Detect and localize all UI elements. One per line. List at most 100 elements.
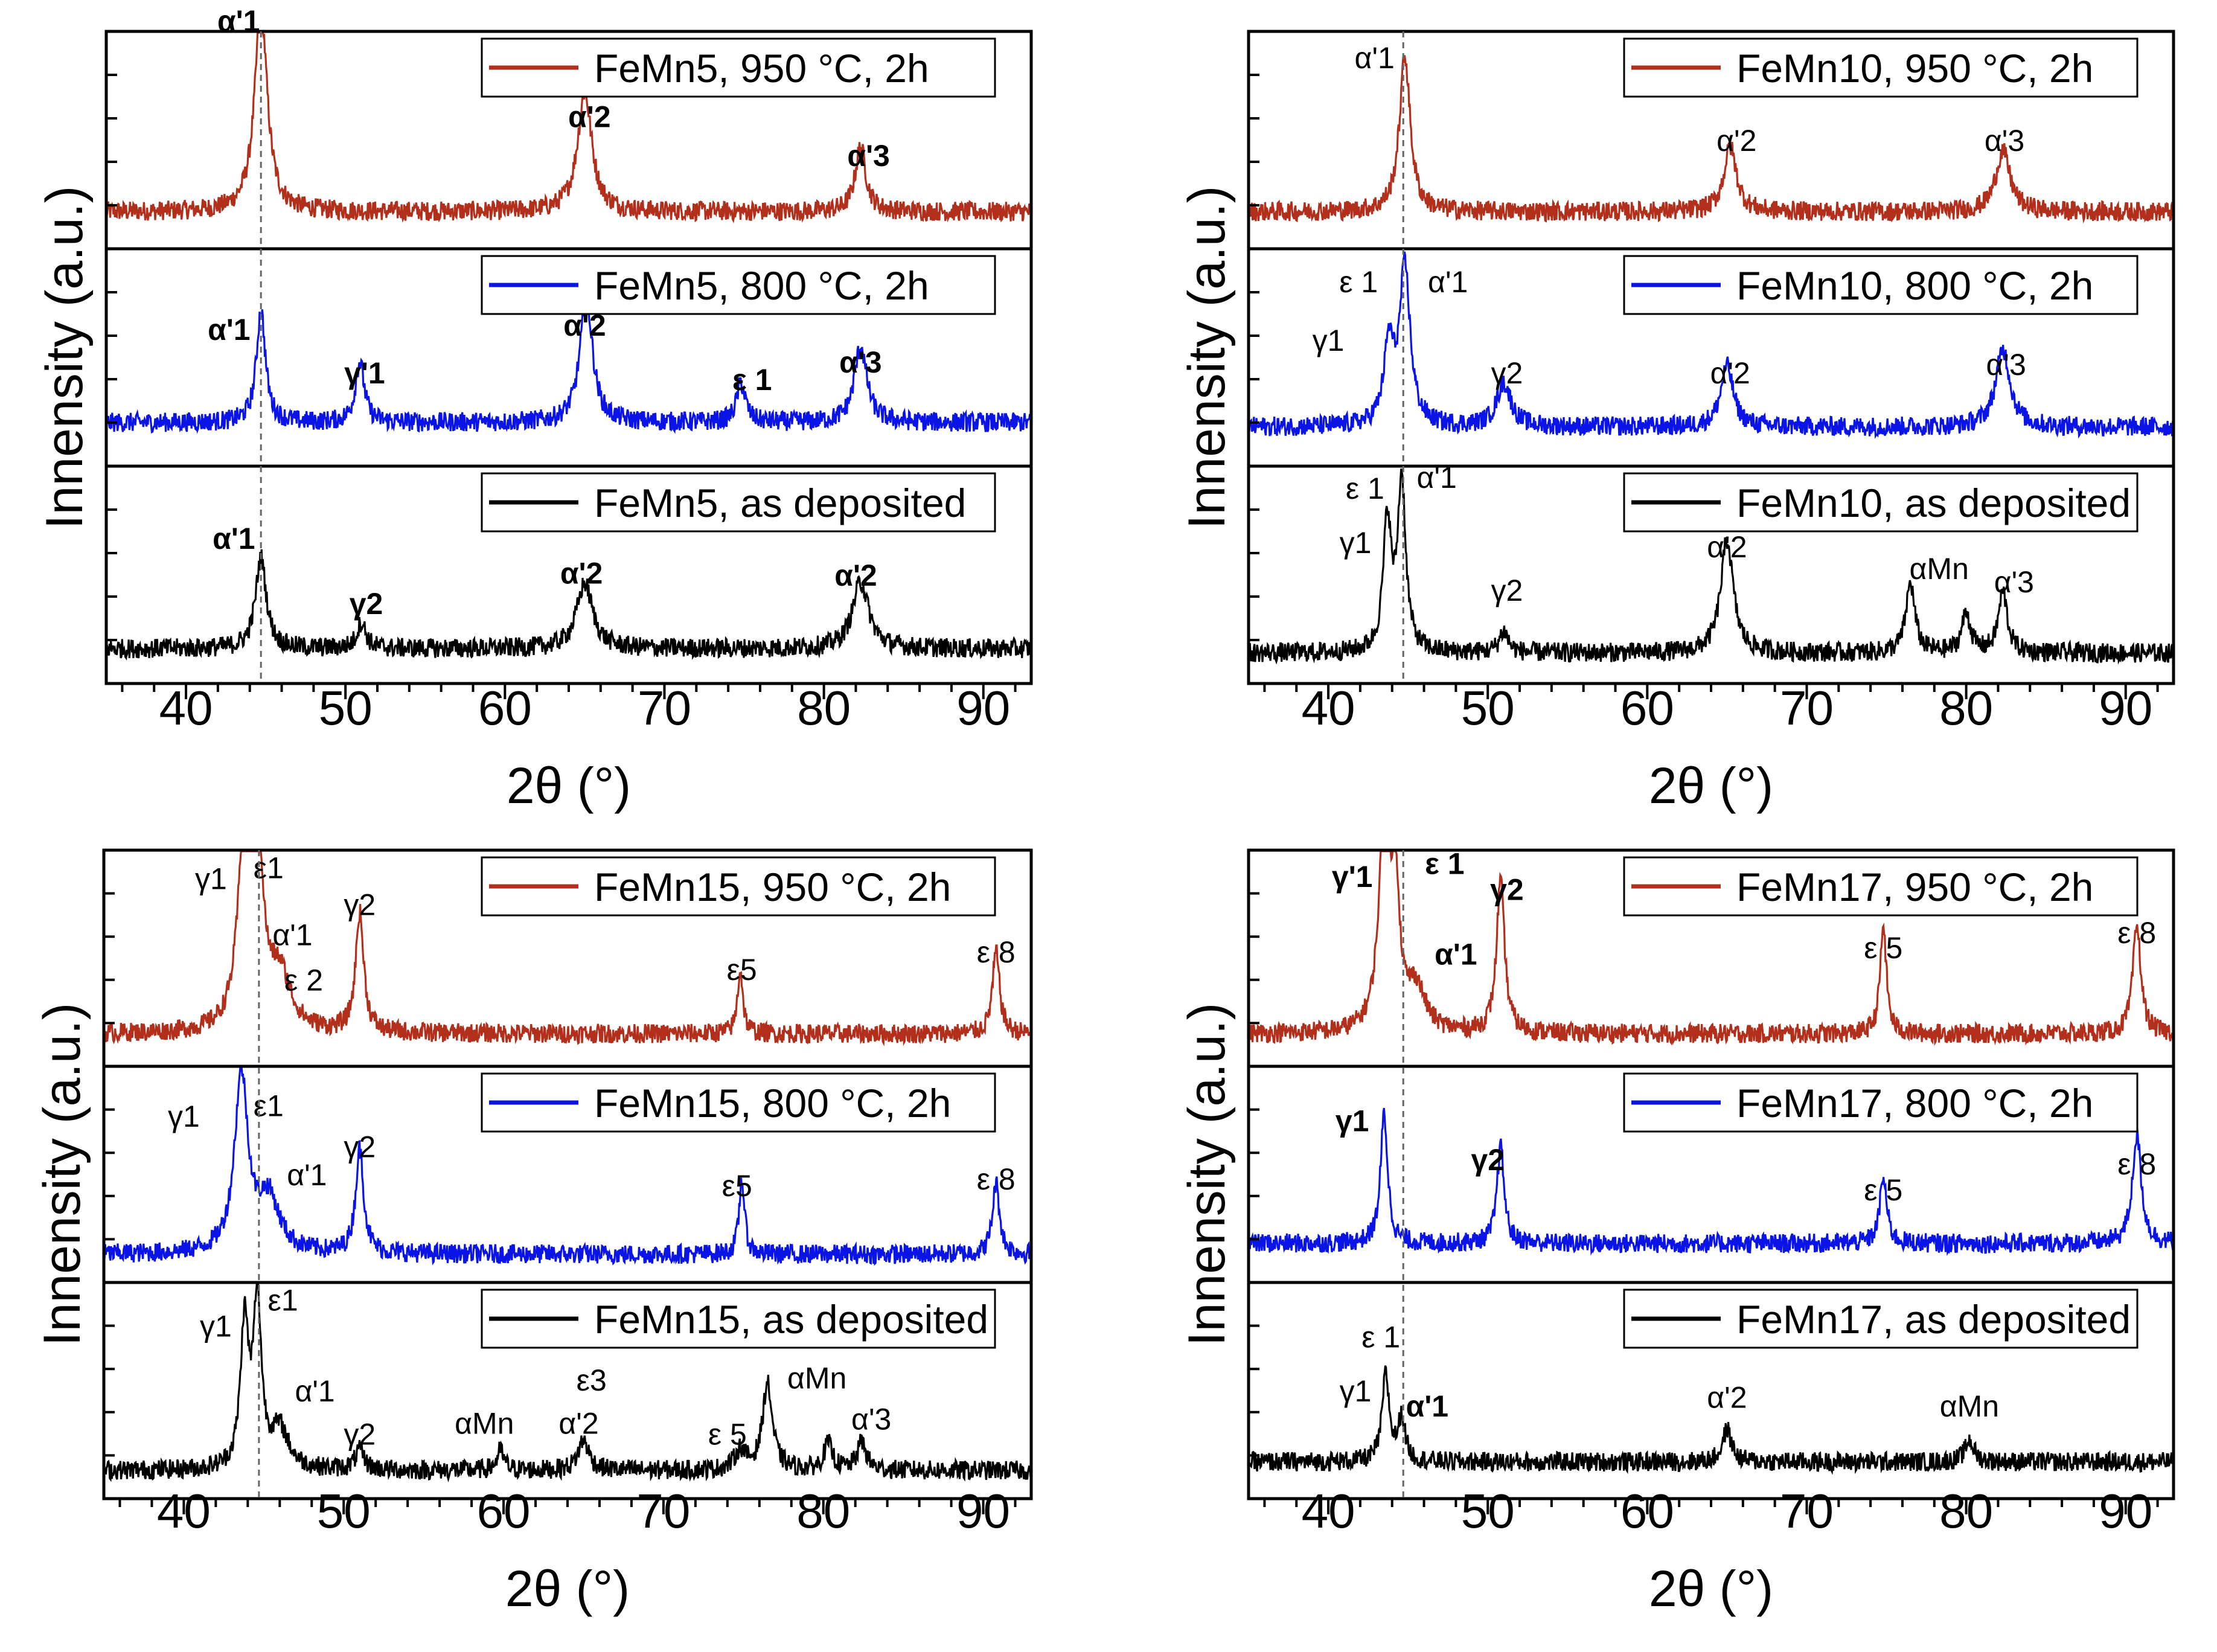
peak-label-5-3: γ1 — [1313, 324, 1345, 357]
chart-group-1: FeMn5, 950 °C, 2h α'1 α'2 α'3 FeMn5, 800 °C,… — [36, 4, 1033, 814]
peak-label-8-4: γ2 — [344, 1130, 376, 1164]
legend-label-9: FeMn15, as deposited — [594, 1297, 988, 1342]
x-tick-label-90: 90 — [956, 681, 1010, 735]
xrd-curve-panel-10 — [1247, 850, 2175, 1046]
x-tick-label-70: 70 — [1780, 681, 1834, 735]
x-axis-label: 2θ (°) — [507, 757, 631, 814]
x-tick-label-70: 70 — [636, 1484, 690, 1538]
peak-label-9-6: ε3 — [577, 1363, 607, 1397]
x-tick-label-60: 60 — [477, 1484, 531, 1538]
y-axis-label: Innensity (a.u.) — [1178, 186, 1236, 530]
x-axis-label: 2θ (°) — [1649, 1560, 1773, 1617]
peak-label-9-8: ε 5 — [708, 1418, 747, 1452]
peak-label-10-3: α'1 — [1435, 938, 1477, 972]
peak-label-9-9: αMn — [787, 1361, 846, 1395]
peak-label-7-1: γ1 — [195, 862, 227, 895]
y-axis-label: Innensity (a.u.) — [36, 186, 94, 530]
x-tick-label-90: 90 — [956, 1484, 1010, 1538]
peak-label-9-3: α'1 — [295, 1374, 334, 1408]
peak-label-8-3: α'1 — [287, 1158, 327, 1192]
x-tick-label-40: 40 — [1302, 681, 1355, 735]
x-tick-label-50: 50 — [1461, 681, 1515, 735]
peak-label-11-3: ε 5 — [1864, 1173, 1902, 1207]
peak-label-3-3: α'2 — [560, 556, 603, 590]
xrd-curve-panel-8 — [103, 1066, 1032, 1266]
peak-label-3-4: α'2 — [834, 559, 877, 592]
peak-label-4-1: α'1 — [1355, 41, 1395, 75]
x-tick-label-70: 70 — [1780, 1484, 1834, 1538]
xrd-curve-panel-4 — [1247, 55, 2175, 224]
x-tick-label-80: 80 — [797, 681, 851, 735]
peak-label-6-1: ε 1 — [1346, 472, 1384, 505]
peak-label-2-3: α'2 — [563, 309, 606, 342]
peak-label-7-6: ε5 — [727, 953, 757, 987]
peak-label-8-1: γ1 — [168, 1100, 200, 1133]
peak-label-2-1: α'1 — [208, 313, 250, 347]
peak-label-10-2: ε 1 — [1425, 847, 1464, 880]
peak-label-9-7: α'2 — [558, 1407, 598, 1441]
peak-label-7-4: ε 2 — [284, 964, 323, 997]
peak-label-10-6: ε 8 — [2117, 916, 2156, 950]
peak-label-5-6: α'3 — [1986, 348, 2026, 382]
legend-box-1 — [481, 37, 996, 98]
peak-label-8-2: ε1 — [254, 1089, 284, 1122]
peak-label-7-7: ε 8 — [977, 935, 1016, 969]
chart-group-4: FeMn17, 950 °C, 2h γ'1 ε 1 α'1 γ2 ε 5 ε 8 FeMn1… — [1178, 847, 2175, 1617]
legend-box-9 — [481, 1289, 996, 1349]
legend-label-6: FeMn10, as deposited — [1736, 481, 2131, 525]
legend-label-8: FeMn15, 800 °C, 2h — [594, 1081, 951, 1125]
x-tick-label-50: 50 — [1461, 1484, 1515, 1538]
peak-label-3-1: α'1 — [213, 522, 255, 555]
peak-label-4-2: α'2 — [1716, 124, 1756, 158]
x-axis-label: 2θ (°) — [505, 1560, 630, 1617]
legend-label-3: FeMn5, as deposited — [594, 481, 966, 525]
peak-label-5-5: α'2 — [1710, 356, 1750, 390]
x-axis-label: 2θ (°) — [1649, 757, 1773, 814]
chart-group-3: FeMn15, 950 °C, 2h γ1 ε1 α'1 ε 2 γ2 ε5 ε 8 FeMn1… — [33, 848, 1033, 1617]
peak-label-1-3: α'3 — [847, 139, 889, 173]
peak-label-6-4: γ2 — [1491, 574, 1523, 607]
legend-label-2: FeMn5, 800 °C, 2h — [594, 263, 929, 308]
peak-label-9-2: ε1 — [268, 1284, 298, 1317]
peak-label-12-3: α'1 — [1406, 1389, 1448, 1423]
peak-label-12-5: αMn — [1940, 1389, 1999, 1423]
peak-label-1-2: α'2 — [568, 100, 610, 133]
x-tick-label-80: 80 — [1939, 681, 1993, 735]
peak-label-8-6: ε 8 — [977, 1162, 1016, 1196]
legend-label-11: FeMn17, 800 °C, 2h — [1736, 1081, 2093, 1125]
peak-label-5-2: α'1 — [1428, 265, 1468, 299]
peak-label-12-1: ε 1 — [1361, 1320, 1400, 1354]
peak-label-1-1: α'1 — [217, 4, 260, 38]
x-tick-label-60: 60 — [1620, 1484, 1674, 1538]
legend-label-10: FeMn17, 950 °C, 2h — [1736, 865, 2093, 909]
peak-label-7-5: γ2 — [344, 888, 376, 921]
peak-label-7-2: ε1 — [254, 851, 284, 885]
legend-label-4: FeMn10, 950 °C, 2h — [1736, 46, 2093, 91]
peak-label-12-2: γ1 — [1340, 1374, 1372, 1408]
peak-label-6-7: α'3 — [1994, 565, 2034, 599]
peak-label-8-5: ε5 — [722, 1169, 752, 1203]
peak-label-11-4: ε 8 — [2117, 1147, 2156, 1181]
x-tick-label-80: 80 — [796, 1484, 850, 1538]
peak-label-5-1: ε 1 — [1339, 265, 1378, 299]
peak-label-4-3: α'3 — [1985, 124, 2024, 158]
x-tick-label-90: 90 — [2099, 1484, 2152, 1538]
peak-label-10-4: γ2 — [1490, 872, 1524, 906]
y-axis-label: Innensity (a.u.) — [1178, 1003, 1236, 1346]
chart-group-2: FeMn10, 950 °C, 2h α'1 α'2 α'3 FeMn10, 800 °… — [1178, 30, 2175, 814]
peak-label-9-5: αMn — [455, 1407, 514, 1441]
x-tick-label-50: 50 — [317, 1484, 371, 1538]
x-tick-label-70: 70 — [638, 681, 691, 735]
peak-label-7-3: α'1 — [272, 918, 312, 952]
x-tick-label-40: 40 — [1302, 1484, 1355, 1538]
peak-label-5-4: γ2 — [1491, 356, 1523, 390]
peak-label-11-2: γ2 — [1471, 1143, 1505, 1177]
peak-label-11-1: γ1 — [1336, 1104, 1369, 1138]
x-tick-label-40: 40 — [159, 681, 213, 735]
legend-label-7: FeMn15, 950 °C, 2h — [594, 865, 951, 909]
peak-label-9-10: α'3 — [851, 1402, 891, 1436]
peak-label-6-3: γ1 — [1340, 526, 1372, 560]
peak-label-10-5: ε 5 — [1864, 931, 1902, 965]
x-tick-label-40: 40 — [157, 1484, 211, 1538]
